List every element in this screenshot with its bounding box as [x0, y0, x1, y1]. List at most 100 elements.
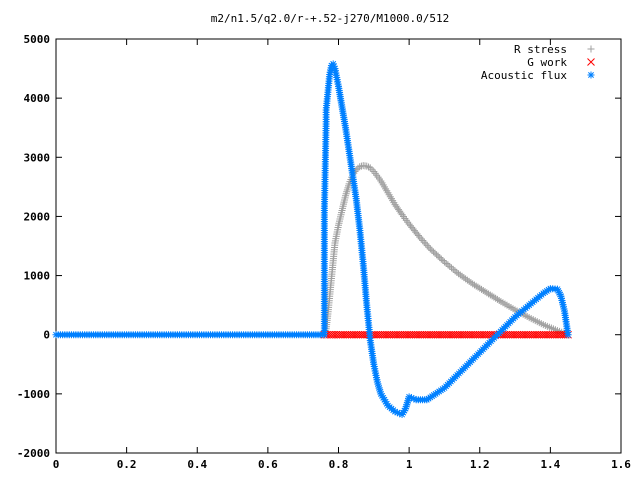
data-point — [383, 400, 391, 408]
data-point — [560, 305, 568, 313]
data-point — [469, 280, 477, 288]
data-point — [366, 164, 374, 172]
data-point — [558, 296, 566, 304]
data-point — [559, 301, 567, 309]
data-point — [472, 282, 480, 290]
data-point — [442, 259, 450, 267]
data-point — [356, 163, 364, 171]
data-point — [376, 388, 384, 396]
data-point — [410, 395, 418, 403]
data-point — [556, 290, 564, 298]
data-point — [448, 264, 455, 272]
data-point — [429, 248, 437, 256]
data-point — [451, 267, 459, 275]
data-point — [420, 238, 428, 246]
data-point — [479, 287, 487, 295]
data-point — [557, 294, 565, 302]
x-tick-label: 0.8 — [329, 458, 349, 471]
data-point — [488, 292, 496, 300]
data-point — [462, 275, 470, 283]
data-point — [553, 285, 561, 293]
chart-title: m2/n1.5/q2.0/r-+.52-j270/M1000.0/512 — [211, 12, 449, 25]
data-point — [439, 257, 447, 265]
y-tick-label: 0 — [43, 329, 50, 342]
data-point — [419, 237, 427, 245]
axis-ticks: 0 0.2 0.4 0.6 0.8 1 1.2 1.4 1.6 5000 4000 3000 2000 1… — [17, 33, 631, 471]
data-point — [396, 410, 404, 418]
data-point — [449, 265, 457, 273]
data-point — [456, 271, 464, 279]
data-point — [554, 287, 562, 295]
x-tick-label: 1.4 — [540, 458, 560, 471]
data-point — [490, 293, 498, 301]
data-point — [407, 394, 415, 402]
data-point — [374, 380, 382, 388]
data-point — [474, 283, 482, 291]
data-point — [557, 292, 565, 300]
data-point — [397, 209, 405, 217]
data-point — [426, 245, 434, 253]
data-point — [433, 251, 441, 259]
data-point — [460, 274, 468, 282]
data-point — [379, 394, 387, 402]
data-point — [352, 166, 360, 174]
data-point — [376, 386, 384, 394]
data-point — [363, 162, 371, 170]
y-tick-label: 3000 — [24, 151, 51, 164]
data-point — [446, 262, 454, 270]
legend-label: R stress — [514, 43, 567, 56]
data-point — [330, 62, 338, 70]
data-point — [437, 255, 445, 263]
y-tick-label: 1000 — [24, 270, 51, 283]
data-point — [440, 258, 448, 266]
data-point — [434, 252, 442, 260]
data-point — [382, 398, 390, 406]
legend-marker — [587, 58, 595, 66]
data-point — [398, 411, 406, 419]
data-point — [354, 164, 362, 172]
x-tick-label: 0 — [53, 458, 60, 471]
data-point — [403, 401, 411, 409]
data-point — [404, 397, 412, 405]
data-point — [405, 395, 413, 403]
legend-label: G work — [527, 56, 567, 69]
data-point — [444, 261, 452, 269]
x-tick-label: 1.2 — [470, 458, 490, 471]
data-point — [402, 405, 410, 413]
series-g-work — [320, 330, 572, 339]
legend-label: Acoustic flux — [481, 69, 567, 82]
x-tick-label: 1.6 — [611, 458, 631, 471]
data-marks — [52, 60, 572, 419]
data-point — [492, 294, 500, 302]
data-point — [467, 279, 475, 287]
data-point — [493, 295, 501, 303]
legend-marker — [587, 71, 595, 79]
y-tick-label: -1000 — [17, 388, 50, 401]
data-point — [400, 407, 408, 415]
data-point — [476, 284, 484, 292]
data-point — [393, 409, 401, 417]
x-tick-label: 0.6 — [258, 458, 278, 471]
x-tick-label: 1 — [406, 458, 413, 471]
data-point — [425, 243, 433, 251]
data-point — [495, 296, 503, 304]
y-tick-label: -2000 — [17, 447, 50, 460]
data-point — [436, 254, 444, 262]
y-tick-label: 4000 — [24, 92, 51, 105]
data-point — [558, 299, 566, 307]
data-point — [329, 60, 337, 68]
data-point — [483, 289, 491, 297]
data-point — [380, 396, 388, 404]
data-point — [463, 276, 471, 284]
data-point — [423, 242, 431, 250]
data-point — [402, 403, 410, 411]
data-point — [416, 233, 424, 241]
data-point — [422, 240, 430, 248]
data-point — [559, 303, 567, 311]
data-point — [431, 249, 439, 257]
data-point — [417, 235, 425, 243]
data-point — [368, 166, 376, 174]
data-point — [453, 268, 461, 276]
